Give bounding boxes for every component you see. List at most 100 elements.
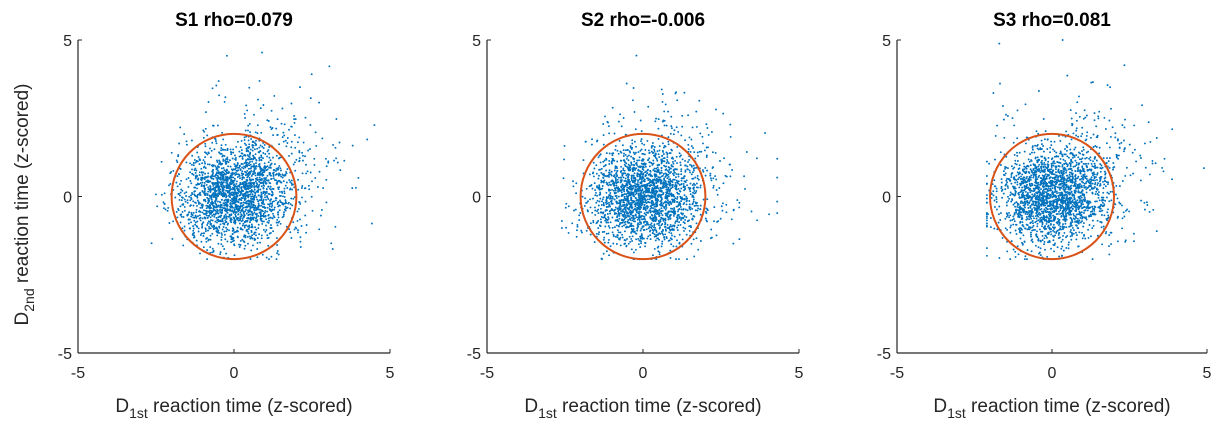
- scatter-point: [193, 186, 196, 189]
- scatter-point: [690, 165, 693, 168]
- scatter-point: [640, 182, 643, 185]
- scatter-point: [673, 178, 676, 181]
- scatter-point: [304, 200, 307, 203]
- scatter-point: [618, 189, 621, 192]
- scatter-point: [678, 183, 681, 186]
- scatter-point: [205, 212, 208, 214]
- scatter-point: [188, 195, 191, 198]
- scatter-point: [699, 186, 702, 189]
- scatter-point: [207, 188, 210, 191]
- scatter-point: [642, 162, 645, 165]
- scatter-point: [223, 204, 226, 207]
- scatter-point: [642, 195, 644, 198]
- scatter-point: [631, 219, 634, 222]
- scatter-point: [263, 170, 266, 172]
- scatter-point: [239, 244, 242, 246]
- scatter-point: [246, 169, 249, 172]
- scatter-point: [632, 251, 635, 254]
- scatter-point: [655, 181, 658, 184]
- scatter-point: [255, 220, 258, 223]
- scatter-point: [279, 222, 282, 225]
- scatter-point: [684, 139, 687, 142]
- scatter-point: [660, 179, 663, 182]
- scatter-point: [693, 169, 695, 172]
- scatter-point: [614, 192, 616, 195]
- scatter-point: [624, 215, 626, 218]
- scatter-point: [218, 225, 221, 228]
- scatter-point: [216, 212, 219, 214]
- scatter-point: [214, 188, 217, 191]
- scatter-point: [656, 222, 659, 225]
- scatter-point: [652, 189, 655, 192]
- scatter-point: [249, 152, 251, 155]
- scatter-point: [269, 202, 272, 205]
- scatter-point: [192, 232, 195, 235]
- scatter-point: [195, 211, 198, 214]
- scatter-point: [1061, 165, 1064, 168]
- scatter-point: [712, 184, 715, 187]
- scatter-point: [692, 200, 695, 203]
- scatter-point: [204, 192, 207, 195]
- scatter-point: [652, 162, 655, 165]
- scatter-point: [247, 139, 250, 142]
- scatter-point: [662, 218, 665, 221]
- scatter-point: [213, 215, 216, 218]
- scatter-point: [599, 207, 602, 210]
- scatter-point: [224, 208, 227, 211]
- scatter-point: [248, 86, 251, 89]
- scatter-point: [200, 167, 203, 170]
- scatter-point: [670, 210, 673, 213]
- scatter-point: [190, 196, 192, 199]
- scatter-point: [666, 160, 669, 163]
- scatter-point: [611, 188, 613, 191]
- scatter-point: [672, 178, 675, 181]
- scatter-point: [629, 166, 632, 169]
- scatter-point: [162, 201, 165, 204]
- scatter-point: [243, 241, 246, 244]
- scatter-point: [666, 223, 669, 226]
- scatter-point: [680, 177, 683, 180]
- scatter-point: [592, 171, 595, 174]
- scatter-point: [185, 195, 188, 197]
- scatter-point: [623, 180, 626, 182]
- scatter-point: [261, 253, 264, 256]
- scatter-point: [657, 118, 660, 121]
- scatter-point: [1096, 178, 1098, 181]
- scatter-point: [238, 166, 241, 169]
- scatter-point: [198, 163, 201, 166]
- scatter-point: [276, 181, 279, 184]
- scatter-point: [649, 238, 652, 241]
- scatter-point: [238, 198, 241, 200]
- scatter-point: [203, 160, 206, 163]
- scatter-point: [651, 144, 654, 147]
- scatter-point: [1004, 217, 1007, 220]
- scatter-point: [613, 226, 616, 229]
- scatter-point: [678, 201, 681, 204]
- scatter-point: [657, 153, 660, 156]
- scatter-point: [225, 220, 228, 223]
- scatter-point: [183, 192, 186, 195]
- scatter-point: [247, 186, 249, 189]
- scatter-point: [1202, 167, 1205, 170]
- scatter-point: [240, 220, 243, 223]
- scatter-point: [584, 197, 587, 200]
- scatter-point: [268, 219, 271, 222]
- scatter-point: [256, 186, 259, 189]
- scatter-point: [192, 227, 195, 230]
- scatter-point: [659, 200, 662, 203]
- scatter-point: [256, 124, 259, 127]
- scatter-point: [229, 183, 232, 186]
- scatter-point: [232, 188, 235, 191]
- scatter-point: [578, 219, 581, 222]
- scatter-point: [258, 199, 261, 202]
- scatter-point: [627, 163, 630, 166]
- scatter-point: [270, 162, 273, 165]
- scatter-point: [678, 221, 681, 224]
- scatter-point: [258, 151, 261, 154]
- scatter-point: [696, 204, 699, 207]
- scatter-point: [299, 240, 302, 243]
- scatter-point: [615, 184, 618, 187]
- scatter-point: [675, 185, 678, 188]
- scatter-point: [1097, 117, 1100, 120]
- scatter-point: [625, 245, 628, 248]
